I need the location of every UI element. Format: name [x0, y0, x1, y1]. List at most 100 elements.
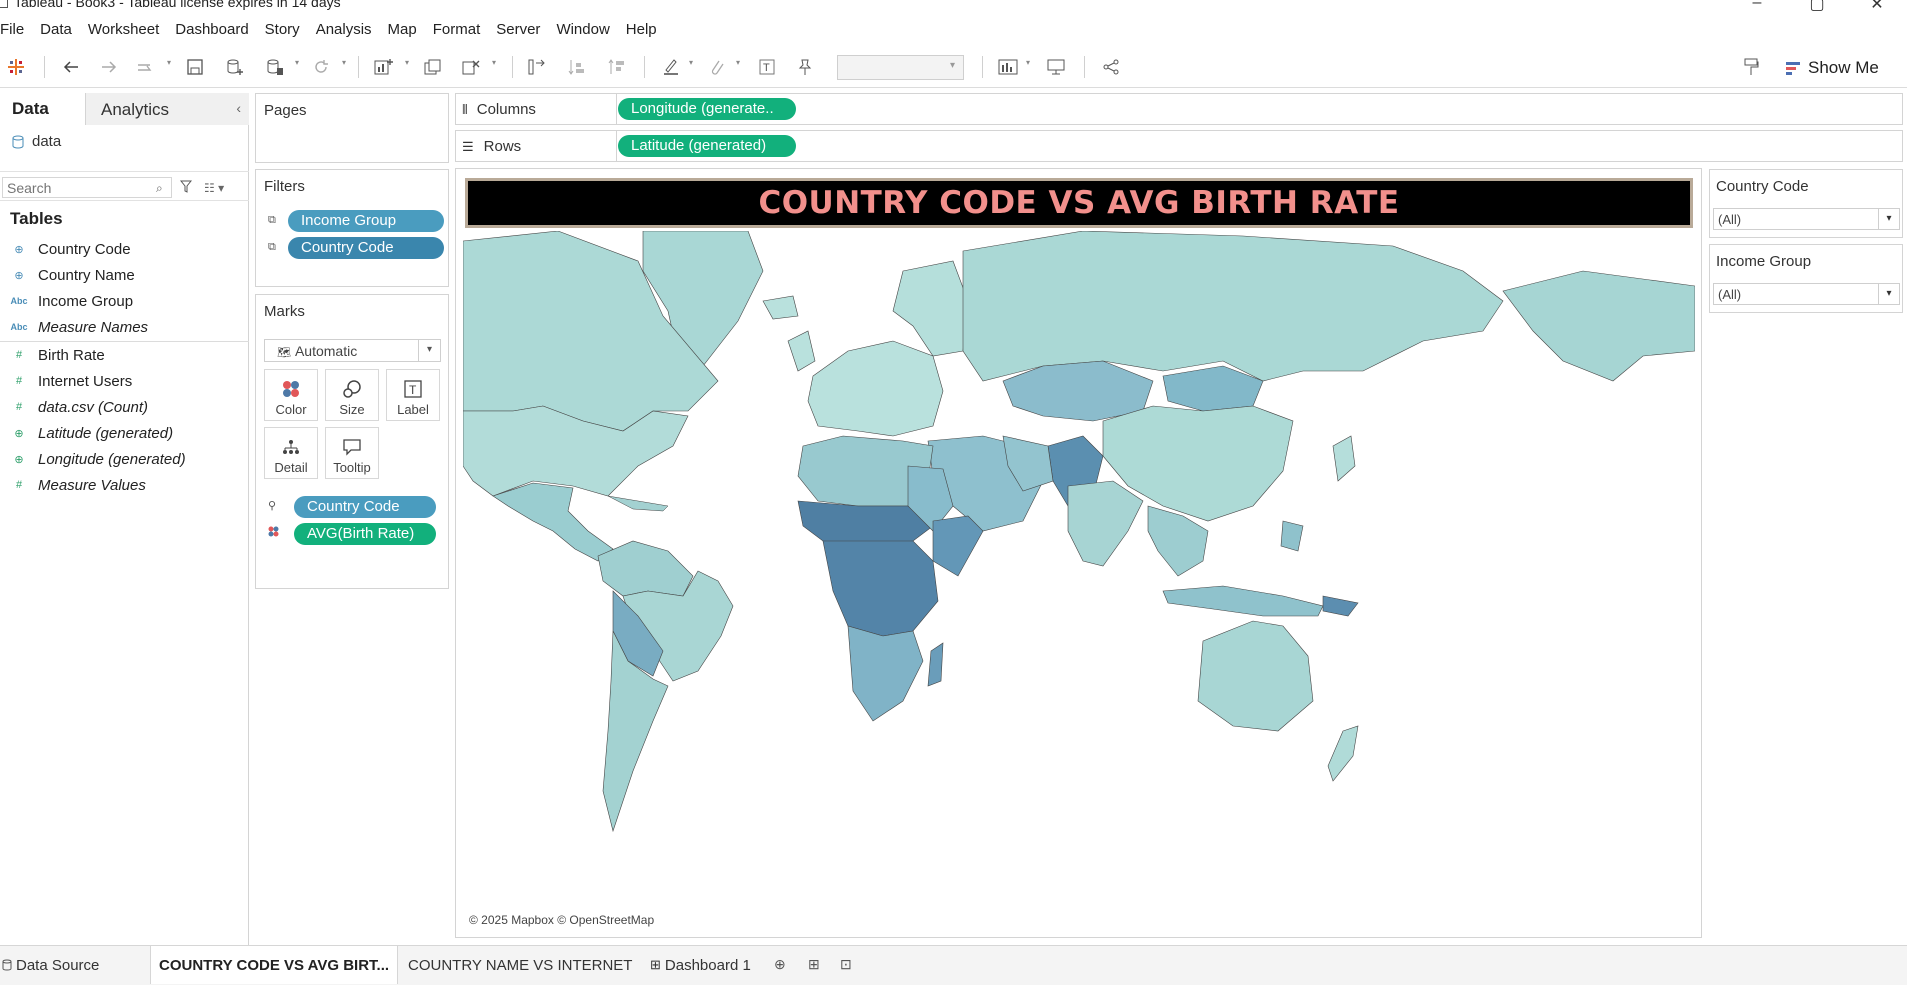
data-source-tab[interactable]: Data Source [0, 946, 107, 984]
maximize-button[interactable]: ▢ [1809, 0, 1825, 12]
show-me-button[interactable]: Show Me [1786, 55, 1879, 81]
view-options-icon[interactable]: ☷ ▾ [204, 181, 225, 195]
marks-color-button[interactable]: Color [264, 369, 318, 421]
duplicate-sheet-icon[interactable] [422, 54, 444, 80]
group-members-icon[interactable] [706, 54, 728, 80]
search-input[interactable] [2, 177, 172, 198]
tab-data[interactable]: Data [0, 93, 86, 125]
marks-detail-button[interactable]: Detail [264, 427, 318, 479]
size-icon [326, 376, 378, 402]
filter-icon[interactable] [179, 180, 193, 196]
columns-pill-longitude[interactable]: Longitude (generate.. [618, 98, 796, 120]
field-country-name[interactable]: ⊕ Country Name [0, 262, 249, 288]
filter-pill-icon: ⧉ [268, 241, 276, 253]
columns-shelf[interactable]: ⦀ Columns Longitude (generate.. [455, 93, 1903, 125]
marks-pill-country-code[interactable]: Country Code [294, 496, 436, 518]
pause-updates-icon[interactable] [264, 54, 286, 80]
tab-sheet-country-code[interactable]: COUNTRY CODE VS AVG BIRT... [150, 946, 399, 984]
datasource-item[interactable]: data [12, 133, 61, 150]
mark-type-value: Automatic [294, 343, 358, 359]
pages-card[interactable]: Pages [255, 93, 449, 163]
field-data-count[interactable]: # data.csv (Count) [0, 394, 249, 420]
redirect-icon[interactable] [134, 54, 158, 80]
quick-filter-title: Country Code [1716, 178, 1809, 195]
field-internet-users[interactable]: # Internet Users [0, 368, 249, 394]
refresh-icon[interactable] [310, 54, 332, 80]
menu-window[interactable]: Window [556, 21, 610, 38]
field-measure-values[interactable]: # Measure Values [0, 472, 249, 498]
close-button[interactable]: ✕ [1870, 0, 1884, 12]
clear-sheet-icon[interactable] [460, 54, 482, 80]
columns-label: Columns [476, 101, 536, 118]
country-code-filter-dropdown[interactable]: (All) [1713, 208, 1900, 230]
search-icon: ⌕ [156, 181, 163, 195]
minimize-button[interactable]: – [1752, 0, 1762, 11]
menu-format[interactable]: Format [432, 21, 481, 38]
region-southern-africa [847, 625, 924, 722]
collapse-pane-icon[interactable]: ‹ [236, 100, 241, 116]
quick-filter-country-code: Country Code (All) [1709, 169, 1903, 238]
menu-help[interactable]: Help [625, 21, 657, 38]
menu-story[interactable]: Story [264, 21, 300, 38]
back-arrow-icon[interactable] [60, 54, 82, 80]
tab-analytics[interactable]: Analytics ‹ [86, 93, 249, 125]
new-worksheet-icon[interactable] [372, 54, 396, 80]
field-income-group[interactable]: Abc Income Group [0, 288, 249, 314]
new-data-source-icon[interactable] [224, 54, 246, 80]
field-country-code[interactable]: ⊕ Country Code [0, 236, 249, 262]
filled-map[interactable] [463, 231, 1695, 933]
new-worksheet-icon[interactable]: ⊕ [774, 956, 786, 972]
region-indonesia [1162, 585, 1324, 617]
menu-server[interactable]: Server [496, 21, 541, 38]
marks-label-button[interactable]: T Label [386, 369, 440, 421]
rows-shelf[interactable]: ☰ Rows Latitude (generated) [455, 130, 1903, 162]
menu-data[interactable]: Data [40, 21, 72, 38]
region-philippines [1280, 520, 1304, 552]
swap-rows-columns-icon[interactable] [526, 54, 548, 80]
save-icon[interactable] [184, 54, 206, 80]
fit-width-combo[interactable] [837, 55, 964, 80]
share-icon[interactable] [1100, 54, 1122, 80]
format-painter-icon[interactable] [1740, 54, 1762, 80]
field-latitude-generated[interactable]: ⊕ Latitude (generated) [0, 420, 249, 446]
marks-pill-avg-birth-rate[interactable]: AVG(Birth Rate) [294, 523, 436, 545]
presentation-mode-icon[interactable] [1045, 54, 1067, 80]
fix-axes-icon[interactable] [794, 54, 816, 80]
sort-ascending-icon[interactable] [566, 54, 588, 80]
fit-icon[interactable] [996, 54, 1020, 80]
new-story-icon[interactable]: ⊡ [840, 956, 852, 972]
menu-file[interactable]: File [0, 21, 25, 38]
show-mark-labels-icon[interactable]: T [756, 54, 778, 80]
tab-sheet-country-name[interactable]: COUNTRY NAME VS INTERNET [408, 956, 633, 974]
field-birth-rate[interactable]: # Birth Rate [0, 342, 249, 368]
worksheet-title: COUNTRY CODE VS AVG BIRTH RATE [465, 178, 1693, 228]
filter-pill-country-code[interactable]: Country Code [288, 237, 444, 259]
menu-dashboard[interactable]: Dashboard [175, 21, 249, 38]
sort-descending-icon[interactable] [606, 54, 628, 80]
new-dashboard-icon[interactable]: ⊞ [808, 956, 820, 972]
map-attribution[interactable]: © 2025 Mapbox © OpenStreetMap [469, 913, 655, 927]
filter-pill-income-group[interactable]: Income Group [288, 210, 444, 232]
highlight-icon[interactable] [660, 54, 682, 80]
window-title: Tableau - Book3 - Tableau license expire… [14, 0, 341, 10]
region-new-zealand [1327, 725, 1359, 782]
menu-analysis[interactable]: Analysis [315, 21, 372, 38]
marks-size-button[interactable]: Size [325, 369, 379, 421]
marks-tooltip-button[interactable]: Tooltip [325, 427, 379, 479]
field-longitude-generated[interactable]: ⊕ Longitude (generated) [0, 446, 249, 472]
menu-map[interactable]: Map [387, 21, 417, 38]
field-measure-names[interactable]: Abc Measure Names [0, 314, 249, 340]
dashboard-icon: ⊞ [650, 957, 661, 972]
mark-type-dropdown[interactable]: 🗺 Automatic ▾ [264, 339, 441, 362]
toolbar: ▾ ▾ ▾ ▾ ▾ ▾ ▾ T ▾ [0, 46, 1907, 88]
income-group-filter-dropdown[interactable]: (All) [1713, 283, 1900, 305]
forward-arrow-icon[interactable] [98, 54, 120, 80]
tableau-logo-icon[interactable] [6, 54, 26, 80]
region-egypt-sudan [907, 465, 954, 532]
marks-color-label: Color [275, 402, 307, 417]
tab-dashboard-1[interactable]: ⊞ Dashboard 1 [642, 946, 759, 984]
filters-card[interactable]: Filters ⧉ Income Group ⧉ Country Code [255, 169, 449, 287]
rows-pill-latitude[interactable]: Latitude (generated) [618, 135, 796, 157]
svg-text:T: T [763, 62, 770, 74]
menu-worksheet[interactable]: Worksheet [87, 21, 160, 38]
